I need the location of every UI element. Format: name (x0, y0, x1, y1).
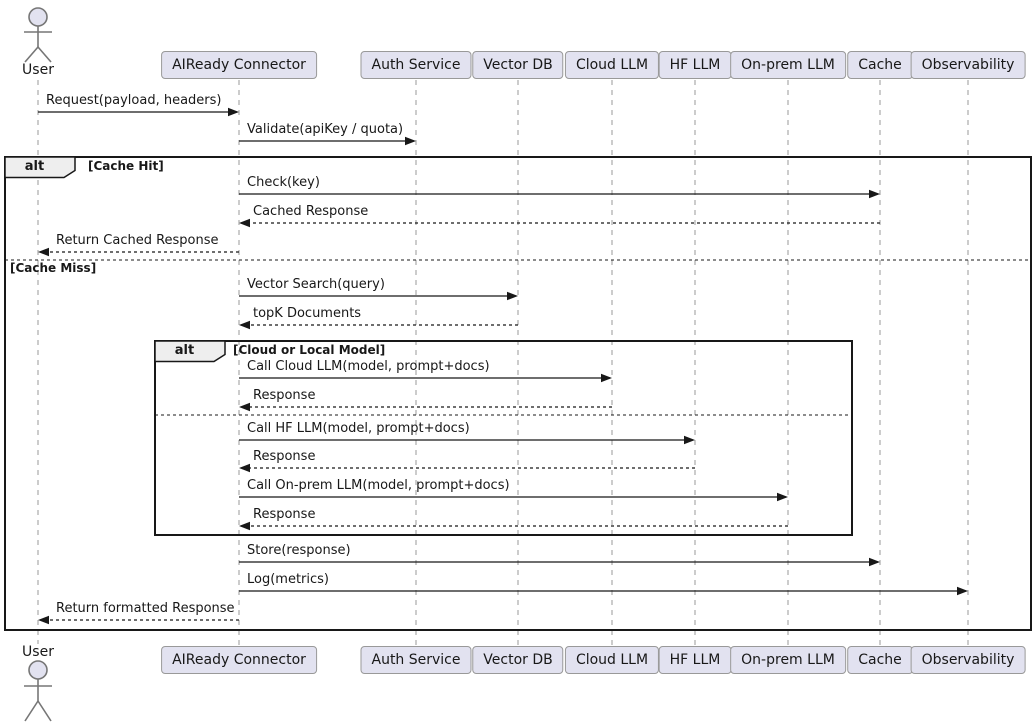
alt-fragment-inner (154, 340, 853, 536)
message-label-request: Request(payload, headers) (46, 93, 222, 108)
lifelines (37, 80, 969, 645)
message-label-check-key: Check(key) (247, 175, 320, 190)
alt-condition-cloud-or-local: [Cloud or Local Model] (233, 343, 386, 357)
message-label-cloud-response: Response (253, 388, 316, 403)
participant-box-auth-service-top: Auth Service (360, 51, 472, 79)
alt-operator-pentagon (154, 340, 226, 363)
participant-box-auth-service-bottom: Auth Service (360, 646, 472, 674)
arrow-store-response (239, 557, 880, 567)
message-label-store-response: Store(response) (247, 543, 351, 558)
message-label-onprem-response: Response (253, 507, 316, 522)
arrow-return-cached-response (38, 247, 239, 257)
alt-operator-outer: alt (24, 159, 45, 174)
participant-box-observability-bottom: Observability (910, 646, 1026, 674)
message-label-return-formatted-response: Return formatted Response (56, 601, 235, 616)
participant-box-on-prem-llm-top: On-prem LLM (730, 51, 846, 79)
participant-box-aiready-connector-top: AIReady Connector (161, 51, 317, 79)
arrow-cached-response (239, 218, 880, 228)
arrow-request (38, 107, 239, 117)
actor-label-user-bottom: User (22, 644, 54, 660)
arrow-call-onprem-llm (239, 492, 788, 502)
arrow-vector-search (239, 291, 518, 301)
arrow-call-hf-llm (239, 435, 695, 445)
message-label-vector-search: Vector Search(query) (247, 277, 385, 292)
arrow-onprem-response (239, 521, 788, 531)
actor-icon (24, 660, 52, 722)
alt-condition-cache-miss: [Cache Miss] (10, 261, 97, 275)
arrow-check-key (239, 189, 880, 199)
arrow-validate (239, 136, 416, 146)
alt-fragment-outer (4, 156, 1032, 631)
arrow-call-cloud-llm (239, 373, 612, 383)
message-label-cached-response: Cached Response (253, 204, 369, 219)
participant-box-vector-db-bottom: Vector DB (472, 646, 564, 674)
arrow-log-metrics (239, 586, 968, 596)
participant-box-cache-bottom: Cache (847, 646, 913, 674)
participant-box-observability-top: Observability (910, 51, 1026, 79)
participant-box-cache-top: Cache (847, 51, 913, 79)
alt-operator-inner: alt (174, 343, 195, 358)
message-label-topk-documents: topK Documents (253, 306, 362, 321)
participant-box-cloud-llm-bottom: Cloud LLM (564, 646, 660, 674)
participant-box-cloud-llm-top: Cloud LLM (564, 51, 660, 79)
participant-box-hf-llm-bottom: HF LLM (658, 646, 732, 674)
arrow-cloud-response (239, 402, 612, 412)
message-label-call-hf-llm: Call HF LLM(model, prompt+docs) (247, 421, 470, 436)
message-label-log-metrics: Log(metrics) (247, 572, 329, 587)
alt-operator-pentagon (4, 156, 76, 179)
message-label-call-onprem-llm: Call On-prem LLM(model, prompt+docs) (247, 478, 510, 493)
arrow-topk-documents (239, 320, 518, 330)
arrow-hf-response (239, 463, 695, 473)
participant-box-hf-llm-top: HF LLM (658, 51, 732, 79)
actor-icon (24, 7, 52, 63)
participant-box-vector-db-top: Vector DB (472, 51, 564, 79)
actor-label-user-top: User (22, 62, 54, 78)
arrow-return-formatted-response (38, 615, 239, 625)
message-label-hf-response: Response (253, 449, 316, 464)
message-label-validate: Validate(apiKey / quota) (247, 122, 404, 137)
participant-box-on-prem-llm-bottom: On-prem LLM (730, 646, 846, 674)
participant-box-aiready-connector-bottom: AIReady Connector (161, 646, 317, 674)
alt-condition-cache-hit: [Cache Hit] (88, 159, 164, 173)
message-label-call-cloud-llm: Call Cloud LLM(model, prompt+docs) (247, 359, 490, 374)
message-arrows (38, 107, 968, 625)
message-label-return-cached-response: Return Cached Response (56, 233, 219, 248)
